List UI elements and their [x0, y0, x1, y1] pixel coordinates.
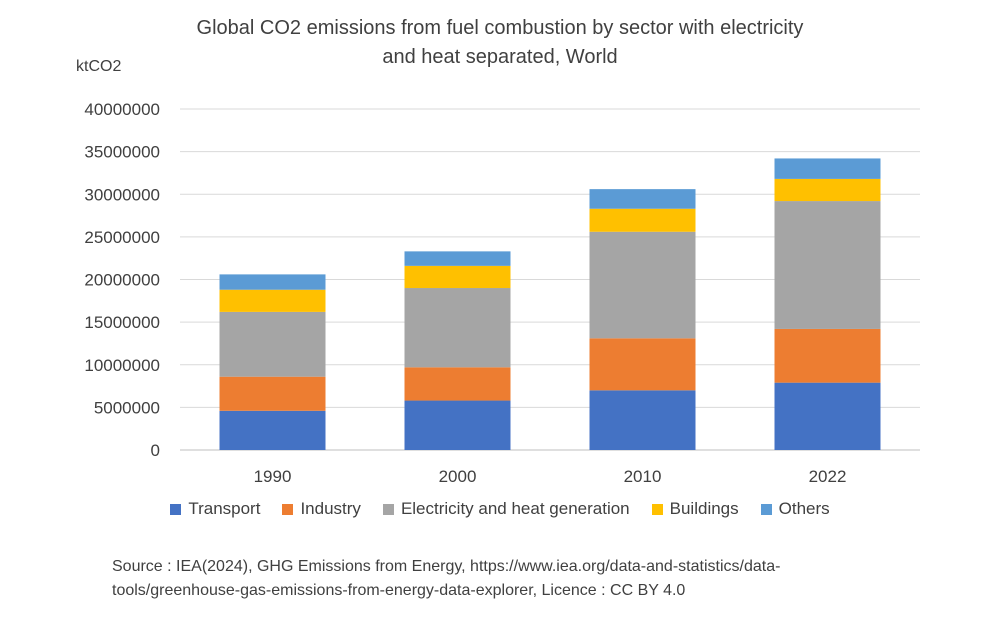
legend-item: Industry	[282, 499, 361, 519]
bar-segment	[774, 328, 881, 383]
y-tick-label: 10000000	[84, 356, 160, 375]
chart-title-line-2: and heat separated, World	[382, 46, 618, 68]
legend: Transport Industry Electricity and heat ge…	[0, 499, 1000, 519]
legend-swatch	[382, 503, 394, 515]
legend-swatch	[170, 503, 182, 515]
bar-segment	[589, 208, 696, 232]
bar-segment	[404, 400, 511, 450]
legend-item: Transport	[170, 499, 260, 519]
source-note: Source : IEA(2024), GHG Emissions from E…	[112, 555, 932, 603]
legend-label: Others	[778, 499, 830, 518]
bar-segment	[404, 265, 511, 289]
y-tick-label: 20000000	[84, 271, 160, 290]
bar-segment	[219, 289, 326, 312]
y-tick-label: 0	[151, 441, 160, 460]
legend-item: Others	[760, 499, 830, 519]
bar-segment	[589, 338, 696, 391]
plot-area: 0 5000000 10000000 15000000 20000000 25000000…	[84, 100, 920, 486]
y-tick-label: 25000000	[84, 228, 160, 247]
bar-segment	[589, 231, 696, 339]
x-tick-label: 2000	[439, 467, 477, 486]
y-axis-label: ktCO2	[76, 58, 122, 75]
bar-segment	[404, 288, 511, 368]
bar-segment	[219, 311, 326, 377]
y-tick-label: 5000000	[94, 398, 160, 417]
chart-title: Global CO2 emissions from fuel combustio…	[100, 14, 900, 72]
y-tick-label: 30000000	[84, 185, 160, 204]
x-tick-label: 2022	[809, 467, 847, 486]
legend-swatch	[651, 503, 663, 515]
bar-segment	[219, 274, 326, 290]
legend-label: Industry	[300, 499, 361, 518]
legend-swatch	[760, 503, 772, 515]
bar-segment	[589, 189, 696, 209]
bar-segment	[589, 390, 696, 450]
source-line-1: Source : IEA(2024), GHG Emissions from E…	[112, 558, 781, 575]
y-tick-label: 35000000	[84, 143, 160, 162]
bar-segment	[774, 178, 881, 202]
bar-segment	[774, 201, 881, 329]
bar-segment	[219, 410, 326, 450]
chart-title-line-1: Global CO2 emissions from fuel combustio…	[196, 17, 804, 39]
y-tick-label: 15000000	[84, 313, 160, 332]
x-tick-label: 1990	[254, 467, 292, 486]
legend-label: Transport	[188, 499, 261, 518]
y-tick-label: 40000000	[84, 100, 160, 119]
bar-segment	[774, 382, 881, 450]
legend-item: Electricity and heat generation	[382, 499, 630, 519]
bar-segment	[219, 376, 326, 411]
legend-item: Buildings	[651, 499, 739, 519]
legend-label: Buildings	[669, 499, 739, 518]
bar-segment	[404, 251, 511, 266]
bar-segment	[774, 158, 881, 179]
x-tick-label: 2010	[624, 467, 662, 486]
source-line-2: tools/greenhouse-gas-emissions-from-ener…	[112, 582, 686, 599]
bar-segment	[404, 367, 511, 401]
legend-swatch	[282, 503, 294, 515]
legend-label: Electricity and heat generation	[400, 499, 630, 518]
